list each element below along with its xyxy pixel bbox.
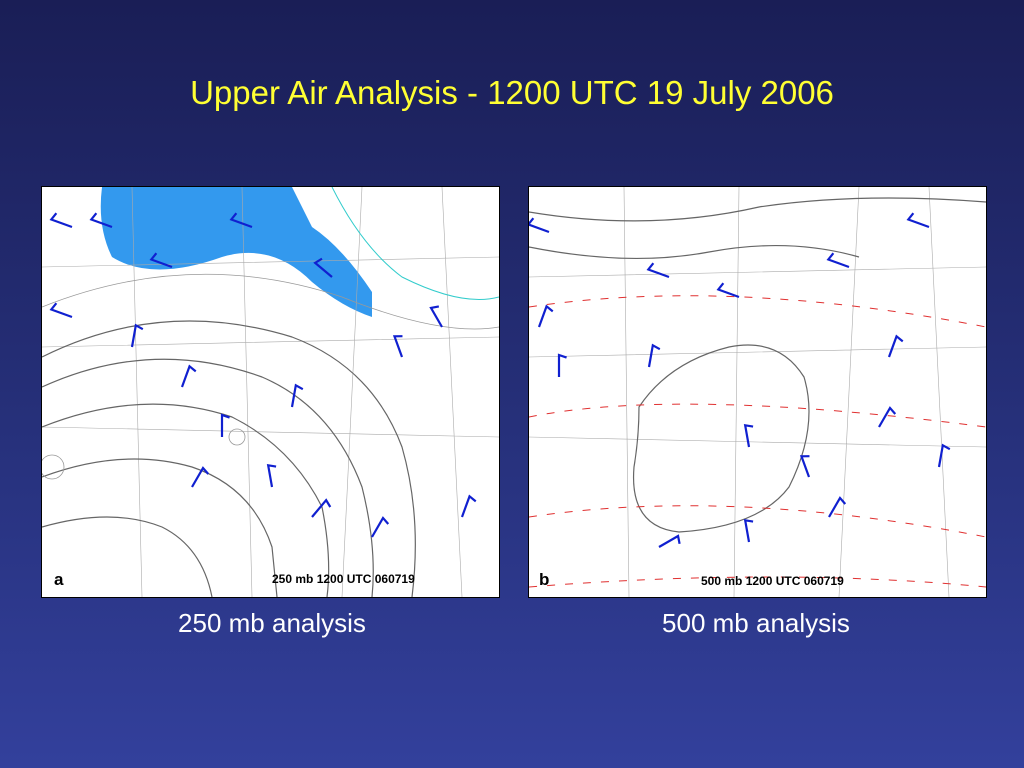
wind-barb [878, 406, 897, 428]
wind-barb [149, 252, 173, 269]
wind-barb [290, 383, 304, 408]
map-500: 500 mb 1200 UTC 060719 b [529, 187, 986, 597]
map-panel: 500 mb 1200 UTC 060719 b [528, 186, 987, 598]
wind-barb [826, 252, 850, 269]
height-contour [42, 403, 330, 597]
wind-barb [266, 464, 277, 488]
panel-caption: 500 mb analysis [662, 608, 850, 638]
wind-barb [392, 335, 404, 358]
height-contour [529, 197, 986, 222]
panel-letter: a [54, 570, 64, 589]
wind-barb [646, 262, 670, 279]
map-stamp: 500 mb 1200 UTC 060719 [701, 574, 844, 588]
wind-barb [220, 413, 230, 437]
wind-barb [313, 257, 333, 278]
ridge-contour [632, 344, 810, 533]
jet-shading [100, 187, 372, 317]
wind-barb [647, 343, 661, 368]
wind-barb [828, 496, 847, 518]
wind-barb [191, 466, 210, 488]
map-stamp: 250 mb 1200 UTC 060719 [272, 572, 415, 586]
height-contour [42, 516, 213, 597]
wind-barb [557, 353, 567, 377]
wind-barb [529, 217, 550, 234]
wind-barbs [49, 212, 477, 538]
isotach [331, 187, 499, 300]
wind-barb [180, 364, 197, 388]
low-center [42, 454, 65, 480]
wind-barb [89, 212, 113, 229]
map-250: 250 mb 1200 UTC 060719 a [42, 187, 499, 597]
height-contour [42, 273, 499, 330]
wind-barb [743, 519, 754, 543]
wind-barb [130, 323, 144, 348]
wind-barb [716, 282, 740, 299]
height-contour [42, 458, 278, 597]
height-contour [42, 320, 416, 597]
wind-barb [229, 212, 253, 229]
wind-barb [743, 424, 754, 448]
map-panel: 250 mb 1200 UTC 060719 a [41, 186, 500, 598]
state-lines [42, 187, 499, 597]
height-contour [42, 358, 374, 597]
wind-barb [937, 443, 951, 468]
wind-barb [371, 516, 390, 538]
wind-barb [460, 494, 477, 518]
wind-barb [799, 455, 811, 478]
wind-barb [429, 305, 443, 328]
panel-letter: b [539, 570, 549, 589]
wind-barb [311, 498, 332, 518]
low-center [228, 428, 246, 446]
wind-barb [658, 534, 681, 548]
wind-barb [906, 212, 930, 229]
wind-barbs [529, 212, 951, 548]
wind-barb [537, 304, 554, 328]
temperature-contour [529, 295, 986, 588]
panel-caption: 250 mb analysis [178, 608, 366, 638]
wind-barb [887, 334, 904, 358]
state-lines [529, 187, 986, 597]
height-contour [529, 245, 860, 260]
slide-title: Upper Air Analysis - 1200 UTC 19 July 20… [190, 74, 834, 111]
wind-barb [49, 302, 73, 319]
wind-barb [49, 212, 73, 229]
